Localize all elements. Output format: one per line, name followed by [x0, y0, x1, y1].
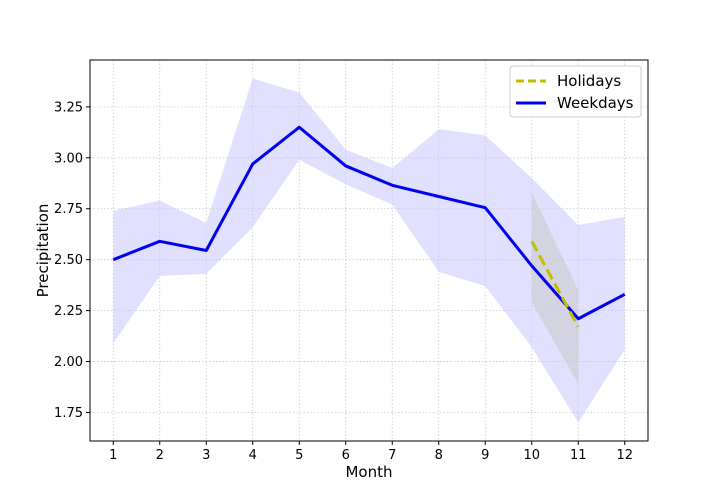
y-tick-label: 3.00: [54, 151, 83, 166]
legend-label-holidays: Holidays: [557, 72, 621, 90]
y-tick-label: 2.00: [54, 355, 83, 370]
x-tick-label: 6: [342, 448, 350, 463]
x-tick-label: 12: [616, 448, 633, 463]
y-tick-label: 1.75: [54, 406, 83, 421]
x-tick-label: 8: [435, 448, 443, 463]
x-tick-label: 7: [388, 448, 396, 463]
x-tick-label: 9: [481, 448, 489, 463]
x-tick-label: 11: [570, 448, 587, 463]
y-tick-label: 2.75: [54, 202, 83, 217]
y-tick-label: 3.25: [54, 100, 83, 115]
plot-frame: [89, 59, 649, 442]
series-line-holidays: [530, 240, 580, 328]
x-tick-label: 4: [249, 448, 257, 463]
series-line-weekdays: [112, 125, 626, 321]
legend-label-weekdays: Weekdays: [557, 94, 634, 112]
confidence-bands: [113, 78, 625, 423]
x-axis-label: Month: [345, 463, 392, 481]
legend: Holidays Weekdays: [509, 65, 642, 118]
x-tick-label: 2: [156, 448, 164, 463]
series-lines: [112, 125, 626, 328]
x-tick-label: 5: [295, 448, 303, 463]
y-axis-label: Precipitation: [34, 204, 52, 298]
x-tick-label: 10: [523, 448, 540, 463]
x-tick-label: 3: [202, 448, 210, 463]
y-tick-label: 2.25: [54, 304, 83, 319]
axis-ticks: 1 2 3 4 5 6 7 8 9 10 11 121.752.002.252.502.753.003…: [54, 100, 633, 463]
band-holidays: [531, 192, 579, 384]
y-tick-label: 2.50: [54, 253, 83, 268]
band-weekdays: [113, 78, 625, 423]
x-tick-label: 1: [109, 448, 117, 463]
